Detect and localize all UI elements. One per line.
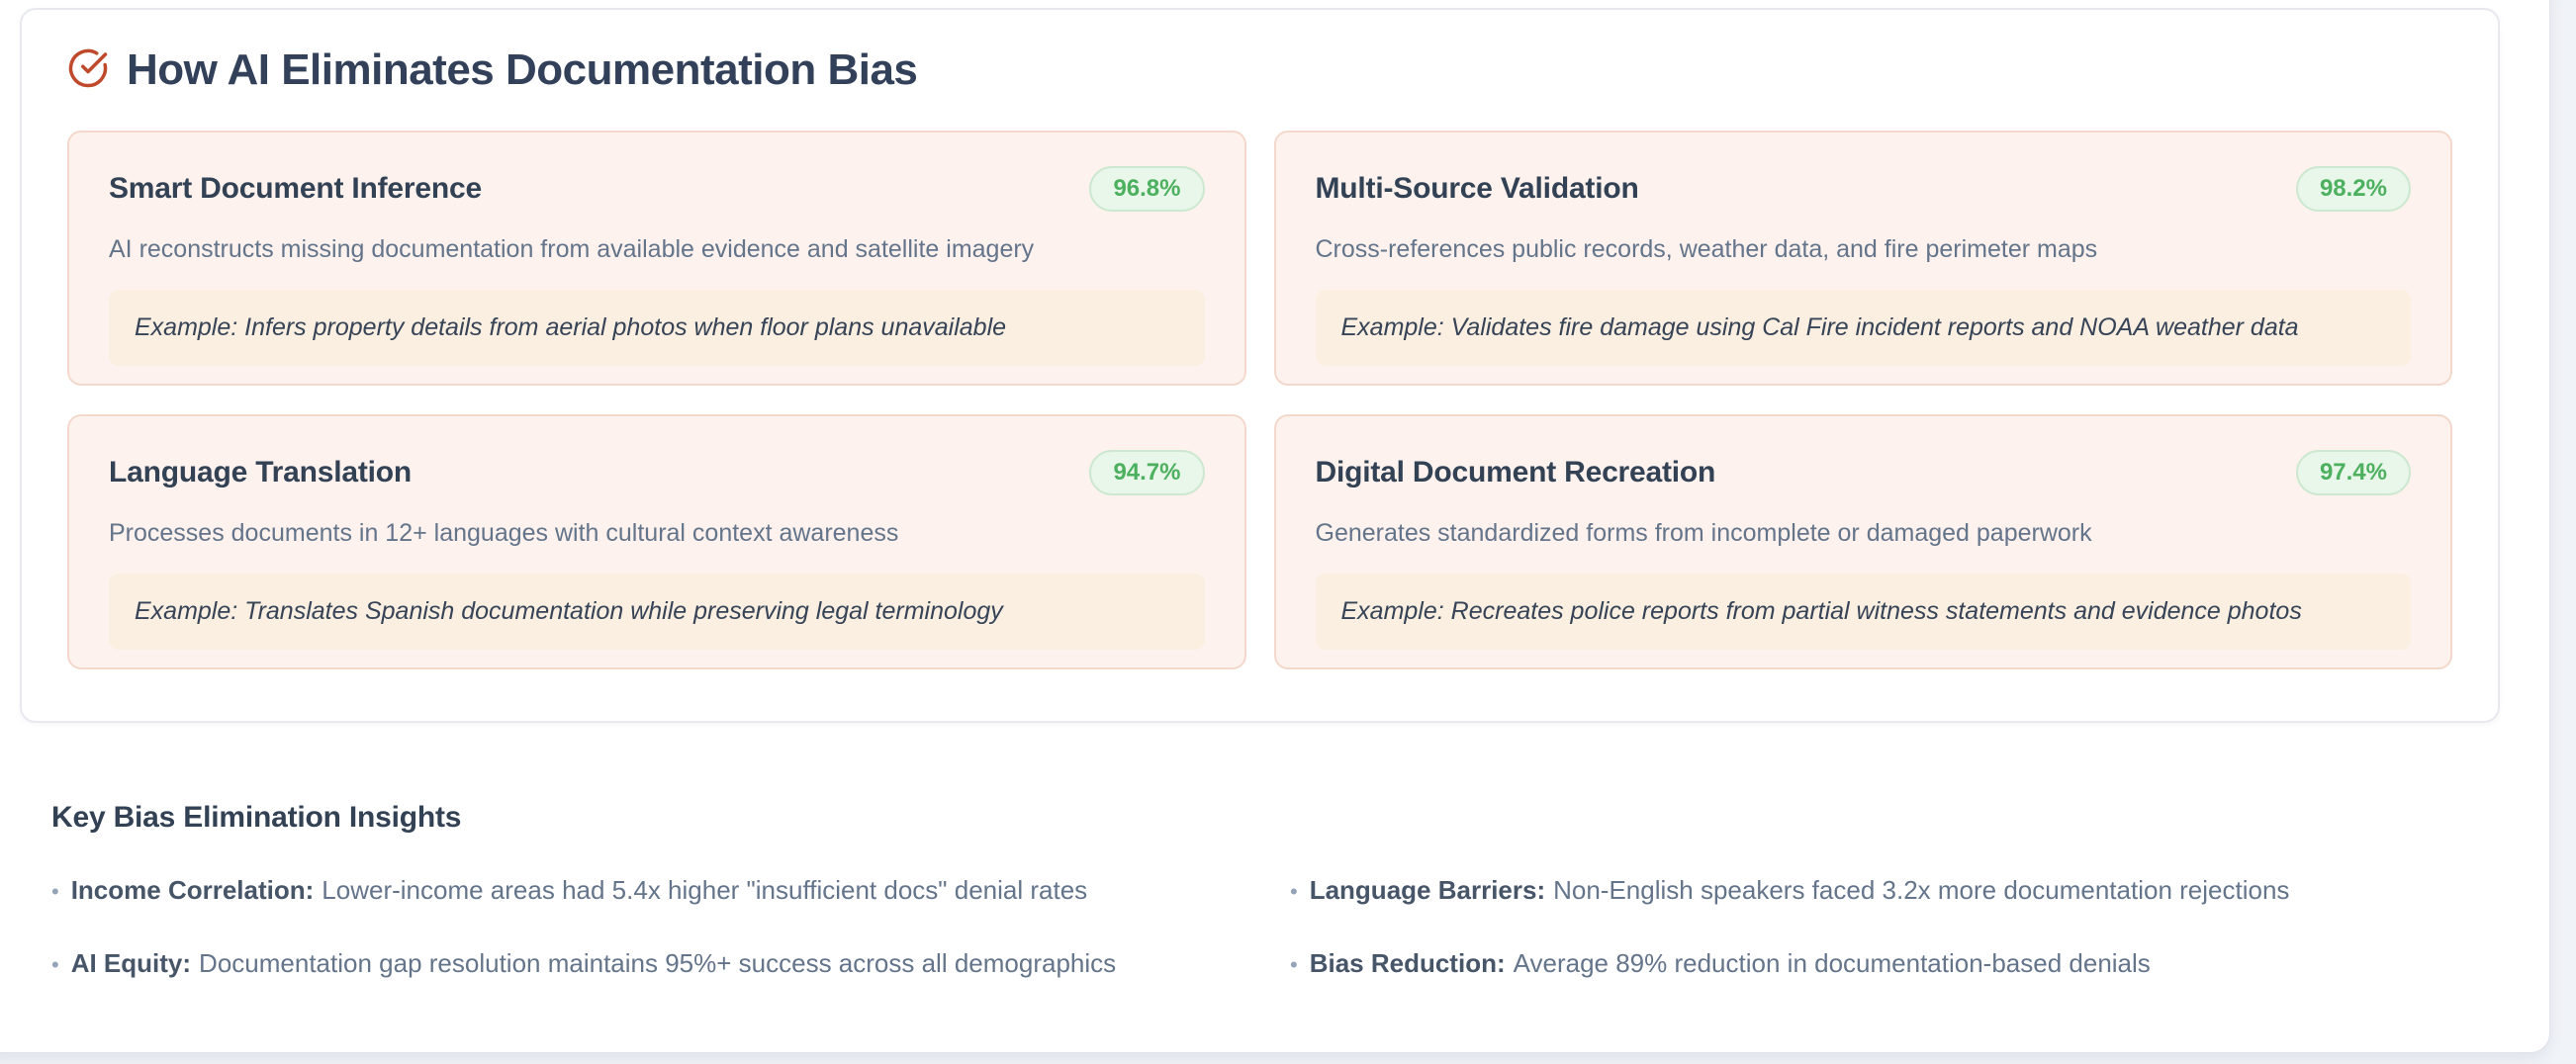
accuracy-badge: 96.8%	[1089, 166, 1205, 213]
bullet-icon: •	[1290, 952, 1298, 977]
insight-ai-equity: • AI Equity: Documentation gap resolution …	[51, 943, 1266, 985]
capability-cards-grid: Smart Document Inference 96.8% AI recons…	[67, 131, 2452, 669]
accuracy-badge: 98.2%	[2295, 166, 2411, 213]
insights-grid: • Income Correlation: Lower-income areas h…	[51, 870, 2505, 985]
check-circle-icon	[67, 47, 109, 94]
insight-language-barriers: • Language Barriers: Non-English speakers …	[1290, 870, 2505, 912]
insight-text: Lower-income areas had 5.4x higher "insu…	[322, 875, 1088, 905]
card-header: Language Translation 94.7%	[109, 450, 1205, 496]
card-description: Cross-references public records, weather…	[1315, 235, 2098, 264]
capability-card-language-translation: Language Translation 94.7% Processes doc…	[67, 414, 1246, 669]
insight-label: Bias Reduction:	[1309, 948, 1506, 978]
card-title: Language Translation	[109, 456, 413, 489]
card-title: Digital Document Recreation	[1315, 456, 1716, 489]
insight-bias-reduction: • Bias Reduction: Average 89% reduction in…	[1290, 943, 2505, 985]
card-example: Example: Infers property details from ae…	[109, 290, 1205, 367]
panel-header: How AI Eliminates Documentation Bias	[67, 45, 2452, 95]
card-header: Smart Document Inference 96.8%	[109, 166, 1205, 213]
card-header: Multi-Source Validation 98.2%	[1315, 166, 2411, 213]
accuracy-badge: 94.7%	[1089, 450, 1205, 496]
key-insights-section: Key Bias Elimination Insights • Income Co…	[51, 801, 2505, 985]
card-example: Example: Translates Spanish documentatio…	[109, 574, 1205, 651]
insight-label: Language Barriers:	[1309, 875, 1546, 905]
card-description: Generates standardized forms from incomp…	[1315, 519, 2092, 548]
capability-card-smart-document-inference: Smart Document Inference 96.8% AI recons…	[67, 131, 1246, 386]
insight-text: Documentation gap resolution maintains 9…	[199, 948, 1117, 978]
documentation-bias-panel: How AI Eliminates Documentation Bias Sma…	[20, 8, 2500, 723]
bullet-icon: •	[51, 879, 59, 904]
panel-title: How AI Eliminates Documentation Bias	[127, 45, 918, 94]
card-example: Example: Validates fire damage using Cal…	[1315, 290, 2411, 367]
card-description: Processes documents in 12+ languages wit…	[109, 519, 899, 548]
insights-heading: Key Bias Elimination Insights	[51, 801, 462, 834]
accuracy-badge: 97.4%	[2295, 450, 2411, 496]
capability-card-digital-document-recreation: Digital Document Recreation 97.4% Genera…	[1273, 414, 2452, 669]
insight-label: AI Equity:	[70, 948, 192, 978]
bullet-icon: •	[51, 952, 59, 977]
card-example: Example: Recreates police reports from p…	[1315, 574, 2411, 651]
capability-card-multi-source-validation: Multi-Source Validation 98.2% Cross-refe…	[1273, 131, 2452, 386]
card-description: AI reconstructs missing documentation fr…	[109, 235, 1035, 264]
insight-label: Income Correlation:	[70, 875, 315, 905]
card-title: Multi-Source Validation	[1315, 172, 1639, 206]
bullet-icon: •	[1290, 879, 1298, 904]
insight-text: Non-English speakers faced 3.2x more doc…	[1553, 875, 2290, 905]
insight-text: Average 89% reduction in documentation-b…	[1513, 948, 2151, 978]
insight-income-correlation: • Income Correlation: Lower-income areas h…	[51, 870, 1266, 912]
card-title: Smart Document Inference	[109, 172, 482, 206]
card-header: Digital Document Recreation 97.4%	[1315, 450, 2411, 496]
